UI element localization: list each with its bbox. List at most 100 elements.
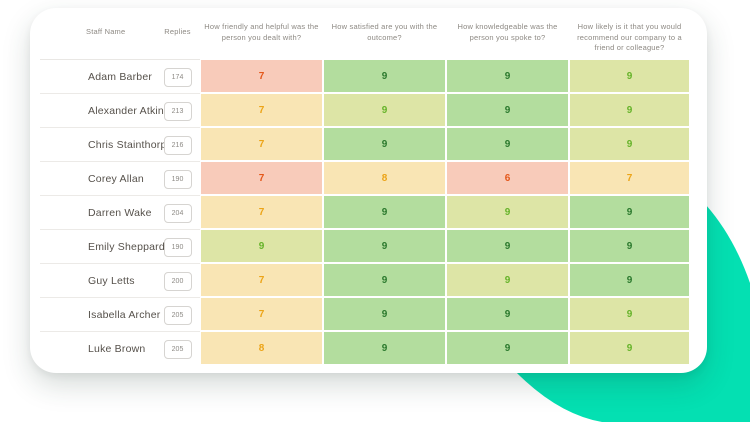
score-cell: 9 <box>446 332 569 366</box>
column-header-question-4: How likely is it that you would recommen… <box>569 8 690 60</box>
score-value: 9 <box>504 104 511 116</box>
score-value: 9 <box>504 206 511 218</box>
staff-name: Adam Barber <box>88 71 153 83</box>
score-cell: 9 <box>569 94 690 128</box>
score-cell: 9 <box>200 230 323 264</box>
table-row[interactable]: Corey Allan 190 7 8 6 7 <box>30 162 707 196</box>
score-value: 7 <box>258 70 265 82</box>
score-value: 9 <box>504 70 511 82</box>
table-row[interactable]: Darren Wake 204 7 9 9 9 <box>30 196 707 230</box>
score-cell: 8 <box>200 332 323 366</box>
score-cell: 7 <box>200 128 323 162</box>
replies-badge: 204 <box>163 203 192 223</box>
score-cell: 9 <box>569 298 690 332</box>
staff-name: Emily Sheppard <box>88 241 165 253</box>
score-cell: 9 <box>323 332 446 366</box>
score-value: 7 <box>626 172 633 184</box>
column-header-question-2: How satisfied are you with the outcome? <box>323 8 446 60</box>
score-cell: 8 <box>323 162 446 196</box>
table-row[interactable]: Luke Brown 205 8 9 9 9 <box>30 332 707 366</box>
score-cell: 7 <box>200 264 323 298</box>
replies-cell: 174 <box>155 60 200 94</box>
table-row[interactable]: Emily Sheppard 190 9 9 9 9 <box>30 230 707 264</box>
table-header: Staff Name Replies How friendly and help… <box>30 8 707 60</box>
table-row[interactable]: Isabella Archer 205 7 9 9 9 <box>30 298 707 332</box>
score-cell: 6 <box>446 162 569 196</box>
score-cell: 9 <box>323 60 446 94</box>
staff-name: Darren Wake <box>88 207 152 219</box>
score-cell: 9 <box>323 196 446 230</box>
score-cell: 9 <box>569 60 690 94</box>
column-header-question-3: How knowledgeable was the person you spo… <box>446 8 569 60</box>
score-value: 7 <box>258 308 265 320</box>
score-cell: 7 <box>200 196 323 230</box>
score-cell: 9 <box>323 298 446 332</box>
replies-cell: 204 <box>155 196 200 230</box>
score-cell: 9 <box>323 128 446 162</box>
replies-cell: 190 <box>155 162 200 196</box>
score-cell: 7 <box>569 162 690 196</box>
score-value: 9 <box>381 274 388 286</box>
score-value: 8 <box>258 342 265 354</box>
replies-cell: 213 <box>155 94 200 128</box>
score-cell: 9 <box>446 298 569 332</box>
table-row[interactable]: Guy Letts 200 7 9 9 9 <box>30 264 707 298</box>
score-value: 8 <box>381 172 388 184</box>
column-header-question-2-label: How satisfied are you with the outcome? <box>331 22 438 42</box>
score-value: 9 <box>504 308 511 320</box>
staff-name: Corey Allan <box>88 173 144 185</box>
replies-badge: 190 <box>163 169 192 189</box>
replies-cell: 200 <box>155 264 200 298</box>
score-value: 9 <box>626 274 633 286</box>
score-value: 7 <box>258 104 265 116</box>
score-value: 7 <box>258 206 265 218</box>
score-cell: 9 <box>569 230 690 264</box>
score-value: 9 <box>381 70 388 82</box>
score-cell: 9 <box>569 128 690 162</box>
replies-cell: 205 <box>155 332 200 366</box>
score-cell: 9 <box>446 230 569 264</box>
score-value: 9 <box>626 104 633 116</box>
score-cell: 9 <box>569 264 690 298</box>
score-value: 6 <box>504 172 511 184</box>
table-row[interactable]: Alexander Atkinson 213 7 9 9 9 <box>30 94 707 128</box>
score-cell: 9 <box>446 128 569 162</box>
score-cell: 9 <box>446 264 569 298</box>
column-header-question-4-label: How likely is it that you would recommen… <box>577 22 682 52</box>
score-cell: 7 <box>200 94 323 128</box>
score-value: 9 <box>381 104 388 116</box>
score-cell: 9 <box>446 94 569 128</box>
score-value: 9 <box>381 308 388 320</box>
column-header-question-1: How friendly and helpful was the person … <box>200 8 323 60</box>
score-cell: 9 <box>323 230 446 264</box>
score-cell: 9 <box>569 196 690 230</box>
staff-name: Chris Stainthorpe <box>88 139 173 151</box>
score-value: 9 <box>381 138 388 150</box>
score-value: 9 <box>381 240 388 252</box>
score-cell: 9 <box>446 60 569 94</box>
table-body: Adam Barber 174 7 9 9 9 Alexander Atkins… <box>30 60 707 366</box>
score-value: 9 <box>381 342 388 354</box>
score-value: 7 <box>258 172 265 184</box>
score-value: 9 <box>626 308 633 320</box>
replies-cell: 216 <box>155 128 200 162</box>
score-cell: 9 <box>323 264 446 298</box>
score-cell: 7 <box>200 298 323 332</box>
score-value: 9 <box>504 342 511 354</box>
replies-cell: 205 <box>155 298 200 332</box>
table-row[interactable]: Adam Barber 174 7 9 9 9 <box>30 60 707 94</box>
staff-name: Guy Letts <box>88 275 135 287</box>
staff-name: Alexander Atkinson <box>88 105 182 117</box>
score-cell: 9 <box>569 332 690 366</box>
score-value: 9 <box>504 138 511 150</box>
replies-badge: 205 <box>163 305 192 325</box>
score-cell: 7 <box>200 162 323 196</box>
staff-name: Isabella Archer <box>88 309 161 321</box>
score-value: 9 <box>626 240 633 252</box>
column-header-question-3-label: How knowledgeable was the person you spo… <box>457 22 558 42</box>
score-value: 9 <box>258 240 265 252</box>
column-header-replies: Replies <box>164 27 191 36</box>
score-value: 9 <box>626 70 633 82</box>
table-row[interactable]: Chris Stainthorpe 216 7 9 9 9 <box>30 128 707 162</box>
